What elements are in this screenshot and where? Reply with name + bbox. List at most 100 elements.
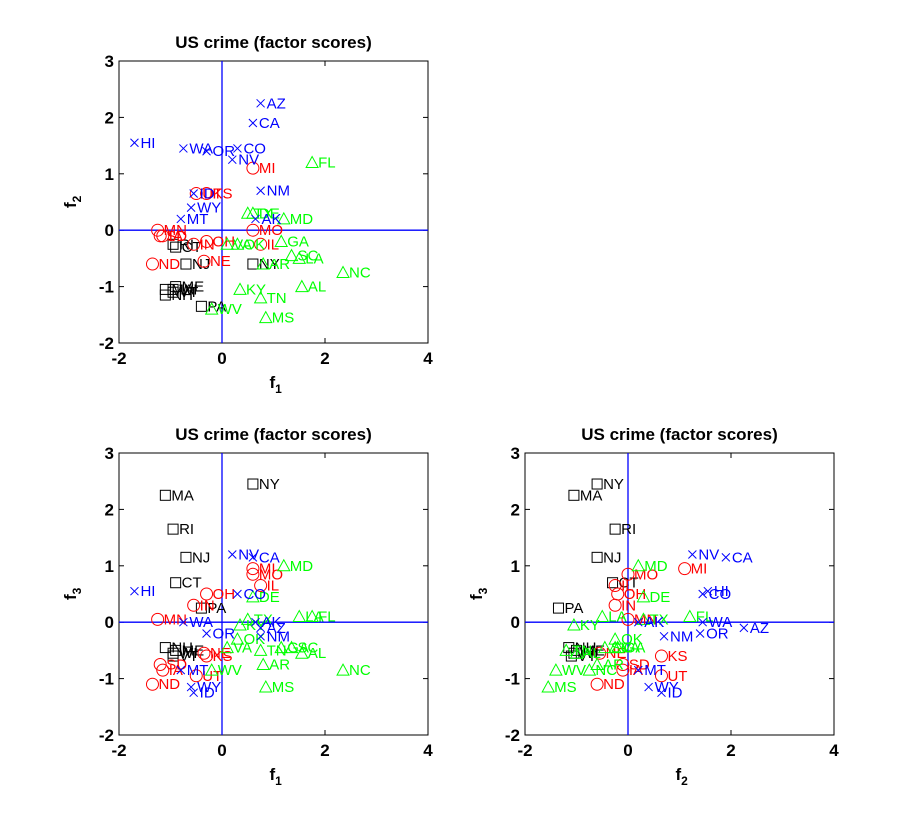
y-tick-label: -1 <box>99 670 114 689</box>
point-label: AZ <box>267 620 286 637</box>
marker-x <box>179 617 188 627</box>
marker-square <box>170 241 182 253</box>
marker-triangle <box>284 248 299 262</box>
point-label: NY <box>603 476 624 493</box>
marker-square <box>159 489 171 501</box>
scatter-panel-3: US crime (factor scores) -2 0 2 4 -2 -1 0 1 2 3 f2 f… <box>467 425 839 788</box>
data-point-pa: PA <box>195 600 226 617</box>
marker-x <box>633 617 643 627</box>
point-label: WY <box>197 200 221 217</box>
marker-square <box>167 523 179 535</box>
data-point-mt: MT <box>633 662 666 679</box>
marker-triangle <box>230 237 245 250</box>
point-label: WI <box>179 645 197 662</box>
point-label: VT <box>179 284 198 301</box>
point-label: GA <box>287 233 309 250</box>
data-point-nj: NJ <box>591 549 621 566</box>
point-label: DE <box>649 589 670 606</box>
data-point-ms: MS <box>258 679 294 696</box>
data-point-sd: SD <box>153 228 187 245</box>
point-label: NJ <box>603 549 621 566</box>
data-point-hi: HI <box>703 583 729 600</box>
data-point-nv: NV <box>688 547 719 564</box>
point-label: AL <box>308 645 326 662</box>
data-point-md: MD <box>631 558 668 575</box>
marker-square <box>568 489 580 501</box>
point-label: HI <box>140 583 155 600</box>
data-point-fl: FL <box>305 609 336 626</box>
point-label: SD <box>166 657 187 674</box>
data-point-co: CO <box>233 140 266 157</box>
data-point-vt: VT <box>565 648 597 665</box>
marker-square <box>170 281 182 293</box>
marker-triangle <box>258 310 273 324</box>
point-label: ND <box>603 676 625 693</box>
data-point-wi: WI <box>167 281 197 298</box>
data-point-fl: FL <box>305 155 336 172</box>
data-point-ct: CT <box>170 575 202 592</box>
data-point-co: CO <box>233 586 266 603</box>
data-point-ca: CA <box>721 549 753 566</box>
y-tick-label: 2 <box>105 108 114 127</box>
point-label: CT <box>182 575 202 592</box>
point-label: IA <box>169 662 183 679</box>
marker-triangle <box>294 279 309 293</box>
data-point-ut: UT <box>654 668 687 685</box>
marker-triangle <box>541 680 556 693</box>
point-label: NJ <box>192 256 210 273</box>
marker-circle <box>616 663 630 677</box>
marker-triangle <box>276 558 291 572</box>
point-label: WA <box>189 614 213 631</box>
marker-triangle <box>305 609 319 623</box>
point-label: DE <box>259 589 280 606</box>
point-label: VA <box>621 640 640 657</box>
marker-circle <box>654 649 668 663</box>
marker-square <box>607 577 619 589</box>
point-label: LA <box>608 609 626 626</box>
data-point-tx: TX <box>636 611 669 628</box>
y-tick-label: 0 <box>511 613 520 632</box>
marker-x <box>251 617 260 627</box>
marker-square <box>552 602 564 614</box>
data-point-ne: NE <box>197 253 231 270</box>
data-point-id: ID <box>189 186 215 203</box>
data-point-nd: ND <box>145 676 180 693</box>
data-point-nj: NJ <box>180 549 210 566</box>
data-point-wy: WY <box>186 679 221 696</box>
data-point-ks: KS <box>200 186 233 203</box>
marker-triangle <box>253 643 268 656</box>
data-point-ia: IA <box>156 662 183 679</box>
marker-x <box>176 214 186 224</box>
y-tick-label: 3 <box>105 52 114 71</box>
marker-circle <box>254 237 268 251</box>
data-point-ny: NY <box>591 476 624 493</box>
point-label: MD <box>290 211 313 228</box>
point-label: NC <box>595 662 617 679</box>
marker-circle <box>200 587 214 601</box>
marker-square <box>170 644 182 656</box>
marker-triangle <box>233 617 247 631</box>
y-tick-label: -1 <box>99 278 114 297</box>
point-label: MA <box>171 487 194 504</box>
data-point-mi: MI <box>678 561 707 578</box>
point-label: GA <box>624 640 646 657</box>
marker-square <box>170 577 182 589</box>
marker-circle <box>200 187 214 201</box>
data-point-hi: HI <box>130 135 155 152</box>
marker-square <box>180 258 192 270</box>
point-label: CT <box>182 239 202 256</box>
marker-square <box>195 602 207 614</box>
marker-triangle <box>246 589 260 603</box>
marker-x <box>233 589 242 599</box>
data-point-wa: WA <box>179 140 213 157</box>
data-point-ak: AK <box>633 614 664 631</box>
data-point-de: DE <box>246 589 280 606</box>
point-label: MD <box>644 558 667 575</box>
marker-triangle <box>253 290 268 304</box>
y-tick-label: 3 <box>105 444 114 463</box>
data-point-nd: ND <box>590 676 625 693</box>
plot-frame <box>118 60 429 344</box>
data-point-ia: IA <box>616 662 643 679</box>
marker-x <box>227 155 237 165</box>
point-label: KS <box>213 186 233 203</box>
